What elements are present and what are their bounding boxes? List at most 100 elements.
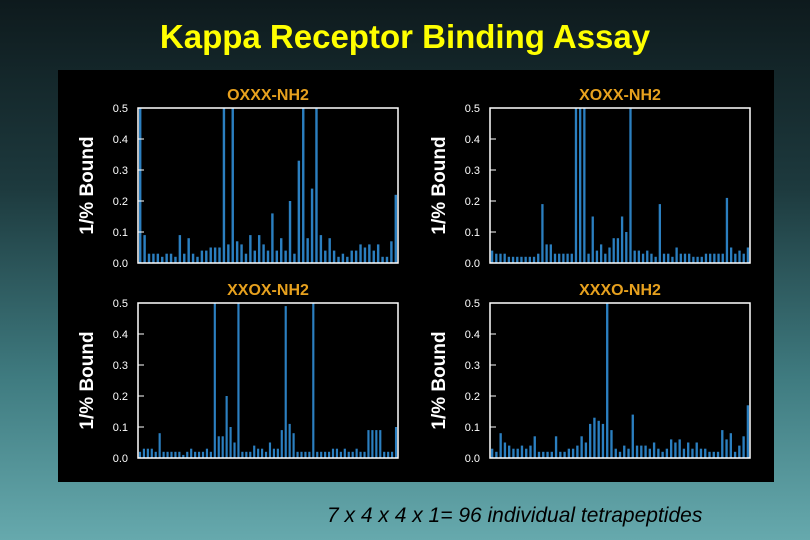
bar — [178, 235, 182, 263]
y-tick-label: 0.2 — [465, 391, 480, 403]
bar — [337, 256, 340, 263]
bar — [520, 256, 523, 263]
bar — [597, 420, 600, 458]
bar — [682, 448, 686, 458]
bar — [244, 253, 248, 263]
chart-title: XOXX-NH2 — [579, 87, 661, 104]
bar — [190, 448, 193, 458]
y-tick-label: 0.4 — [113, 329, 128, 341]
bar — [746, 405, 750, 458]
bar — [667, 253, 670, 263]
bar — [746, 247, 750, 263]
bar — [558, 253, 561, 263]
bar — [738, 445, 741, 458]
plot-frame — [137, 107, 399, 264]
bar — [704, 448, 707, 458]
bar — [161, 256, 164, 263]
bar — [154, 451, 157, 458]
bar — [704, 253, 708, 263]
bar — [271, 213, 274, 263]
y-tick-label: 0.5 — [113, 298, 128, 310]
y-tick-label: 0.2 — [465, 196, 480, 208]
bar — [675, 247, 678, 263]
y-tick-label: 0.1 — [465, 422, 480, 434]
bar — [692, 256, 695, 263]
bar — [490, 250, 494, 263]
bar — [218, 247, 221, 263]
y-tick-label: 0.5 — [465, 103, 480, 115]
bar — [375, 430, 378, 458]
bar — [648, 448, 651, 458]
bar — [542, 451, 545, 458]
bar — [608, 247, 611, 263]
bar — [541, 204, 544, 263]
bar — [604, 253, 607, 263]
bar — [296, 451, 299, 458]
bar — [587, 253, 590, 263]
bar — [162, 451, 165, 458]
bar — [350, 250, 353, 263]
bar — [268, 442, 272, 458]
y-axis-label: 1/% Bound — [77, 331, 98, 429]
bar — [284, 306, 287, 458]
bar — [306, 238, 309, 263]
y-tick-label: 0.4 — [465, 329, 480, 341]
bar — [499, 433, 502, 458]
bar — [354, 250, 358, 263]
bar — [355, 448, 358, 458]
y-tick-label: 0.5 — [113, 103, 128, 115]
y-axis-label: 1/% Bound — [429, 136, 450, 234]
bar — [394, 194, 397, 263]
bar — [550, 451, 553, 458]
bar — [546, 451, 549, 458]
bar — [661, 451, 664, 458]
bar — [601, 423, 605, 458]
bar — [221, 436, 224, 458]
y-tick-label: 0.4 — [465, 134, 480, 146]
chart-1: 0.0 0.1 0.2 0.3 0.4 0.5 OXXX-NH2 1/% Bound — [77, 87, 399, 270]
bar — [209, 247, 212, 263]
bar — [335, 448, 339, 458]
bar — [143, 235, 146, 263]
bar — [359, 244, 362, 263]
bar — [657, 448, 660, 458]
bar — [359, 451, 362, 458]
bar — [196, 256, 199, 263]
bar — [606, 303, 609, 458]
bar — [742, 253, 745, 263]
bar — [222, 108, 226, 263]
bar — [516, 448, 519, 458]
footer-caption: 7 x 4 x 4 x 1= 96 individual tetrapeptid… — [327, 504, 703, 527]
bar — [623, 445, 626, 458]
y-tick-label: 0.3 — [465, 360, 480, 372]
bar — [566, 253, 569, 263]
bar — [262, 244, 265, 263]
bar — [191, 253, 195, 263]
bar — [319, 235, 323, 263]
bar — [545, 244, 548, 263]
bar — [225, 396, 228, 458]
bar — [614, 448, 617, 458]
bar — [725, 439, 728, 458]
bar — [533, 436, 536, 458]
bar — [725, 197, 729, 263]
bar — [665, 448, 669, 458]
bar — [559, 451, 562, 458]
bar — [367, 430, 370, 458]
bar — [713, 253, 716, 263]
bar — [588, 423, 592, 458]
bar — [387, 451, 390, 458]
bar — [324, 250, 327, 263]
bar — [229, 427, 232, 458]
bar — [516, 256, 519, 263]
bar — [511, 256, 515, 263]
bar — [257, 235, 261, 263]
bar — [583, 108, 586, 263]
bar — [292, 433, 295, 458]
bar — [272, 448, 275, 458]
bar — [654, 256, 657, 263]
bar — [579, 108, 582, 263]
bar — [696, 256, 699, 263]
bar — [347, 451, 350, 458]
bar — [280, 430, 283, 458]
